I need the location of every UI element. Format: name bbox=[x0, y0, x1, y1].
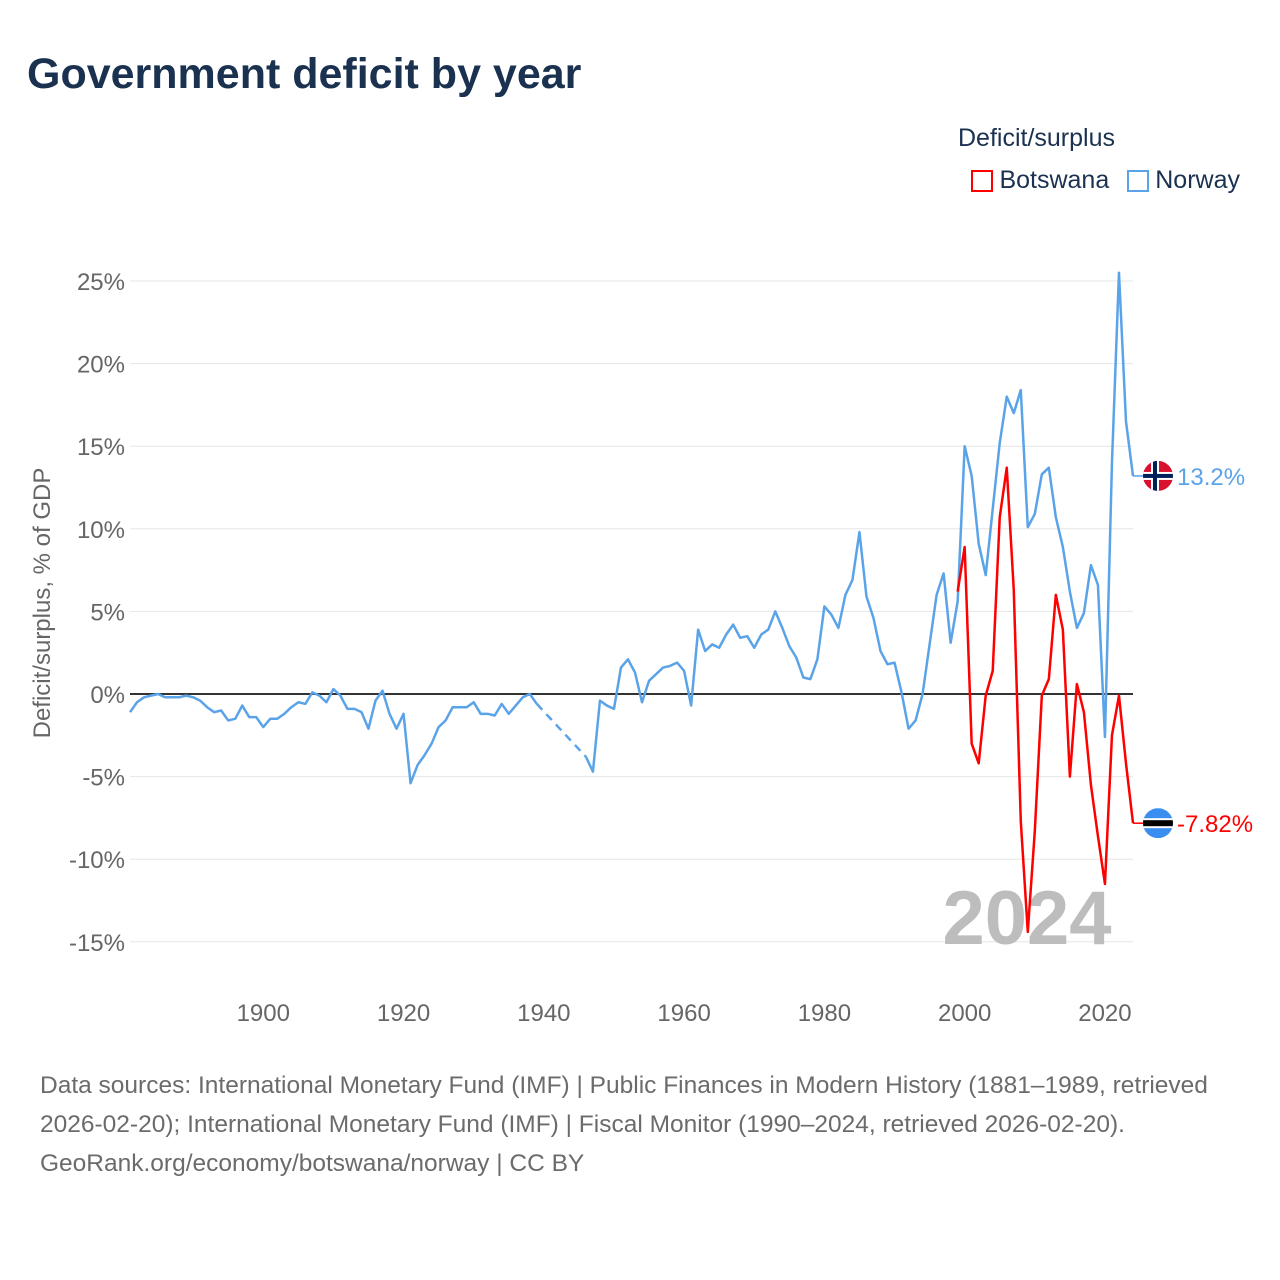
x-tick-label: 1900 bbox=[237, 1000, 290, 1027]
series-line-norway bbox=[584, 271, 1135, 773]
flag-botswana-icon bbox=[1143, 808, 1173, 839]
x-tick-label: 2000 bbox=[938, 1000, 991, 1027]
legend-swatch-norway bbox=[1127, 169, 1150, 192]
chart-title: Government deficit by year bbox=[27, 50, 582, 98]
legend: Botswana Norway bbox=[971, 166, 1240, 195]
flag-norway-icon bbox=[1143, 460, 1173, 491]
line-chart: 25% 20% 15% 10% 5% 0% -5% -10% -15% 1900 1920 1940… bbox=[29, 269, 1253, 1027]
legend-title: Deficit/surplus bbox=[958, 124, 1115, 152]
y-axis-label: Deficit/surplus, % of GDP bbox=[29, 468, 56, 739]
y-tick-label: 15% bbox=[77, 434, 125, 461]
data-sources: Data sources: International Monetary Fun… bbox=[40, 1072, 1208, 1138]
y-tick-label: -10% bbox=[69, 847, 125, 874]
x-tick-labels: 1900 1920 1940 1960 1980 2000 2020 bbox=[237, 1000, 1132, 1027]
x-tick-label: 1940 bbox=[517, 1000, 570, 1027]
end-label-norway: 13.2% bbox=[1177, 464, 1245, 491]
legend-item-norway[interactable]: Norway bbox=[1127, 166, 1240, 195]
legend-swatch-botswana bbox=[971, 169, 994, 192]
flag-body bbox=[1143, 460, 1173, 491]
legend-label-botswana: Botswana bbox=[999, 166, 1110, 194]
y-tick-labels: 25% 20% 15% 10% 5% 0% -5% -10% -15% bbox=[69, 269, 125, 957]
legend-label-norway: Norway bbox=[1155, 166, 1240, 194]
y-tick-label: 10% bbox=[77, 517, 125, 544]
x-tick-label: 2020 bbox=[1078, 1000, 1131, 1027]
series-line-norway bbox=[128, 687, 538, 785]
series-gap-norway bbox=[535, 703, 587, 758]
series-lines bbox=[128, 271, 1135, 934]
legend-item-botswana[interactable]: Botswana bbox=[971, 166, 1109, 195]
y-tick-label: -15% bbox=[69, 930, 125, 957]
footer: Data sources: International Monetary Fun… bbox=[40, 1066, 1240, 1183]
y-tick-label: 0% bbox=[90, 682, 125, 709]
x-tick-label: 1960 bbox=[657, 1000, 710, 1027]
end-label-botswana: -7.82% bbox=[1177, 811, 1253, 838]
series-line-botswana bbox=[956, 466, 1135, 934]
y-tick-label: 20% bbox=[77, 352, 125, 379]
gridlines bbox=[130, 280, 1133, 943]
flag-body bbox=[1143, 808, 1173, 839]
x-tick-label: 1920 bbox=[377, 1000, 430, 1027]
y-tick-label: -5% bbox=[82, 765, 125, 792]
y-tick-label: 25% bbox=[77, 269, 125, 296]
x-tick-label: 1980 bbox=[798, 1000, 851, 1027]
credit-link[interactable]: GeoRank.org/economy/botswana/norway | CC… bbox=[40, 1150, 585, 1177]
end-labels: 13.2% -7.82% bbox=[1133, 460, 1253, 839]
flag-cross-blue-h bbox=[1143, 473, 1173, 478]
y-tick-label: 5% bbox=[90, 599, 125, 626]
flag-band-black bbox=[1143, 820, 1173, 827]
